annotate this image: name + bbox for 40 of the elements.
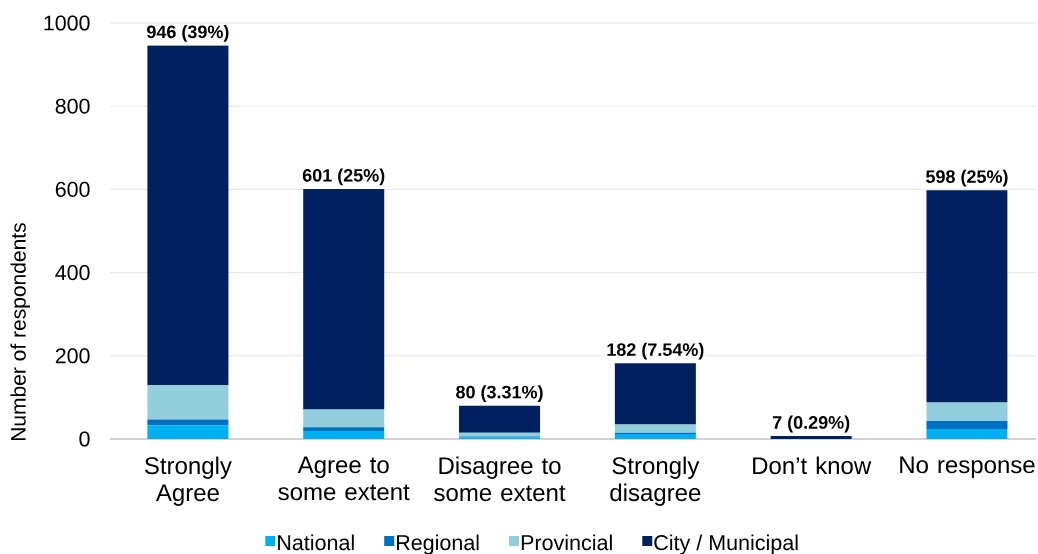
legend-label: National [278,534,354,551]
bar [303,427,385,432]
bar [926,421,1008,430]
y-tick-label: 400 [55,265,90,281]
bar [147,45,229,385]
total-label: 7 (0.29%) [772,415,850,433]
x-tick-label: Strongly disagree [610,456,701,506]
bar [303,409,385,428]
y-tick-label: 600 [55,181,90,197]
total-label: 598 (25%) [926,169,1008,187]
bar [770,436,852,439]
x-tick-label: No response [900,456,1035,479]
bar [459,405,541,433]
bar [614,434,696,439]
bar [147,419,229,426]
bar [303,188,385,410]
bar [303,431,385,439]
x-tick-label: Don’t know [753,456,872,475]
bar [926,190,1008,403]
legend-label: Regional [396,534,479,554]
legend-label: Provincial [521,534,612,551]
total-label: 80 (3.31%) [456,385,543,403]
y-tick-label: 1000 [44,15,90,31]
total-label: 182 (7.54%) [607,342,704,360]
bar [147,425,229,439]
total-label: 946 (39%) [147,24,229,42]
x-tick-label: Disagree to some extent [434,456,566,502]
y-tick-label: 0 [79,431,90,447]
bar [926,429,1008,439]
y-tick-label: 800 [55,98,90,114]
bar [614,424,696,433]
y-tick-label: 200 [55,348,90,364]
bar [614,363,696,425]
bar [926,402,1008,422]
x-tick-label: Strongly Agree [144,456,232,506]
legend-label: City / Municipal [654,534,798,554]
total-label: 601 (25%) [302,168,385,186]
bar [147,384,229,420]
x-tick-label: Agree to some extent [278,456,410,501]
y-axis-title: Number of respondents [10,223,30,441]
